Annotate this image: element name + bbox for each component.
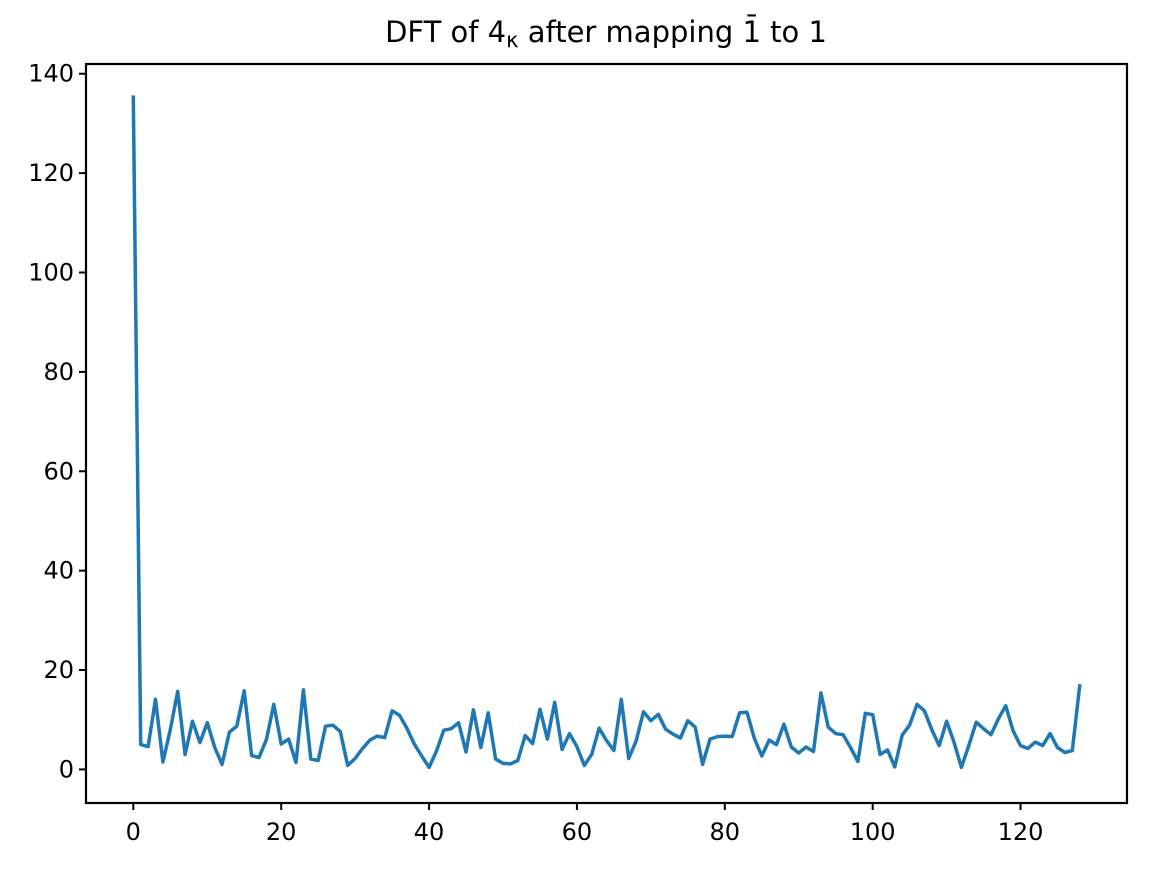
y-tick-label: 120 [28, 159, 74, 187]
chart-title: DFT of 4κ after mapping 1̄ to 1 [385, 15, 827, 52]
plot-area [86, 64, 1127, 803]
x-tick-label: 80 [710, 818, 741, 846]
chart-title-suffix: after mapping 1̄ to 1 [519, 15, 827, 49]
x-axis-ticks: 0 20 40 60 80 100 120 [126, 803, 1044, 846]
y-tick-label: 140 [28, 60, 74, 88]
y-tick-label: 80 [43, 358, 74, 386]
y-tick-label: 100 [28, 259, 74, 287]
y-tick-label: 20 [43, 656, 74, 684]
x-tick-label: 60 [562, 818, 593, 846]
y-axis-ticks: 0 20 40 60 80 100 120 140 [28, 60, 86, 783]
x-tick-label: 40 [414, 818, 445, 846]
x-tick-label: 100 [850, 818, 896, 846]
x-tick-label: 0 [126, 818, 141, 846]
x-tick-label: 120 [998, 818, 1044, 846]
x-tick-label: 20 [266, 818, 297, 846]
y-tick-label: 60 [43, 457, 74, 485]
axes-spines [84, 62, 1129, 805]
data-line [131, 95, 1082, 770]
chart-title-subscript-kappa: κ [506, 28, 518, 52]
y-tick-label: 0 [59, 755, 74, 783]
y-tick-label: 40 [43, 557, 74, 585]
chart-title-prefix: DFT of 4 [385, 15, 506, 49]
